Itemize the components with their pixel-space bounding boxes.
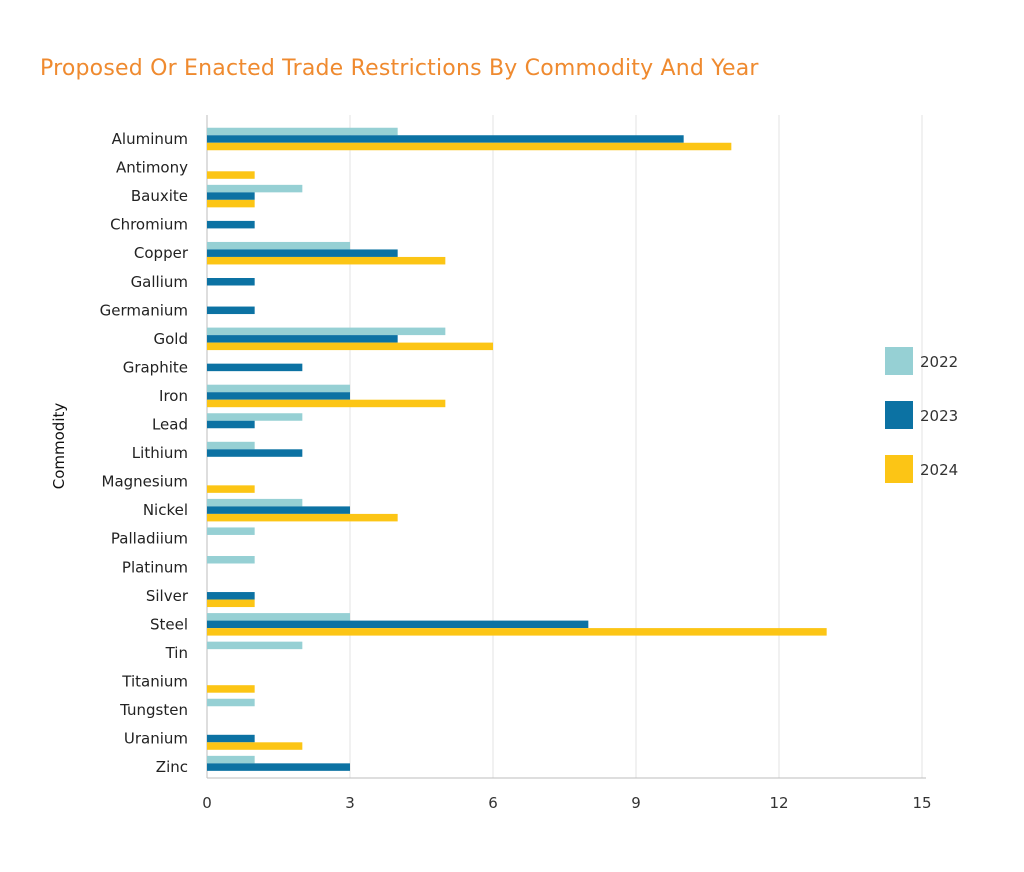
bar-tungsten-2022 xyxy=(207,698,255,707)
bar-nickel-2024 xyxy=(207,513,398,522)
category-label-titanium: Titanium xyxy=(121,672,188,690)
bar-zinc-2023 xyxy=(207,763,350,771)
category-label-nickel: Nickel xyxy=(143,501,188,519)
category-label-bauxite: Bauxite xyxy=(131,187,188,205)
legend-label-2022: 2022 xyxy=(920,353,958,371)
bar-titanium-2024 xyxy=(207,685,255,693)
bar-gold-2022 xyxy=(207,327,446,336)
bar-copper-2022 xyxy=(207,241,350,250)
chart-title: Proposed Or Enacted Trade Restrictions B… xyxy=(40,56,759,81)
y-axis-title: Commodity xyxy=(50,403,68,490)
category-label-magnesium: Magnesium xyxy=(102,473,189,491)
bar-silver-2024 xyxy=(207,599,255,608)
legend-swatch-2022 xyxy=(885,347,913,375)
bar-aluminum-2024 xyxy=(207,142,732,151)
x-tick-label-3: 3 xyxy=(345,794,355,812)
bar-magnesium-2024 xyxy=(207,485,255,493)
bar-zinc-2022 xyxy=(207,755,255,764)
category-label-gallium: Gallium xyxy=(131,273,188,291)
bar-uranium-2024 xyxy=(207,742,303,750)
category-label-platinum: Platinum xyxy=(122,558,188,576)
bar-lead-2023 xyxy=(207,420,255,429)
bar-aluminum-2023 xyxy=(207,135,684,143)
category-label-palladiium: Palladiium xyxy=(111,530,188,548)
bar-lead-2022 xyxy=(207,413,303,421)
bar-lithium-2022 xyxy=(207,441,255,450)
bar-steel-2022 xyxy=(207,613,350,621)
bar-bauxite-2024 xyxy=(207,199,255,208)
bar-bauxite-2023 xyxy=(207,192,255,200)
category-label-steel: Steel xyxy=(150,615,188,633)
bar-steel-2024 xyxy=(207,628,827,636)
bar-aluminum-2022 xyxy=(207,127,398,136)
category-label-silver: Silver xyxy=(146,587,189,605)
bar-copper-2023 xyxy=(207,249,398,257)
bar-lithium-2023 xyxy=(207,449,303,457)
category-label-germanium: Germanium xyxy=(100,301,188,319)
bar-antimony-2024 xyxy=(207,171,255,179)
legend-label-2023: 2023 xyxy=(920,407,958,425)
category-label-gold: Gold xyxy=(154,330,189,348)
x-tick-label-15: 15 xyxy=(912,794,931,812)
bar-nickel-2022 xyxy=(207,498,303,507)
bar-silver-2023 xyxy=(207,592,255,600)
bar-bauxite-2022 xyxy=(207,184,303,193)
category-label-uranium: Uranium xyxy=(124,730,188,748)
x-tick-label-0: 0 xyxy=(202,794,212,812)
bar-gallium-2023 xyxy=(207,278,255,286)
category-label-tungsten: Tungsten xyxy=(119,701,188,719)
bar-iron-2023 xyxy=(207,392,350,400)
bar-tin-2022 xyxy=(207,641,303,650)
category-label-tin: Tin xyxy=(165,644,188,662)
category-label-zinc: Zinc xyxy=(156,758,188,776)
bar-copper-2024 xyxy=(207,256,446,265)
bar-graphite-2023 xyxy=(207,363,303,372)
bar-gold-2023 xyxy=(207,335,398,343)
category-label-lithium: Lithium xyxy=(132,444,188,462)
legend-swatch-2023 xyxy=(885,401,913,429)
bar-germanium-2023 xyxy=(207,306,255,315)
category-label-lead: Lead xyxy=(152,416,188,434)
legend-swatch-2024 xyxy=(885,455,913,483)
category-label-antimony: Antimony xyxy=(116,159,188,177)
bar-steel-2023 xyxy=(207,620,589,629)
bar-uranium-2023 xyxy=(207,734,255,743)
category-label-graphite: Graphite xyxy=(123,358,188,376)
bar-chromium-2023 xyxy=(207,220,255,229)
category-label-iron: Iron xyxy=(159,387,188,405)
category-label-chromium: Chromium xyxy=(110,216,188,234)
category-label-copper: Copper xyxy=(134,244,189,262)
category-label-aluminum: Aluminum xyxy=(112,130,188,148)
legend-label-2024: 2024 xyxy=(920,461,958,479)
x-tick-label-12: 12 xyxy=(769,794,788,812)
bar-platinum-2022 xyxy=(207,556,255,564)
bar-iron-2024 xyxy=(207,399,446,408)
bar-gold-2024 xyxy=(207,342,493,351)
bar-iron-2022 xyxy=(207,384,350,393)
bar-nickel-2023 xyxy=(207,506,350,514)
bar-palladiium-2022 xyxy=(207,527,255,535)
x-tick-label-9: 9 xyxy=(631,794,641,812)
x-tick-label-6: 6 xyxy=(488,794,498,812)
